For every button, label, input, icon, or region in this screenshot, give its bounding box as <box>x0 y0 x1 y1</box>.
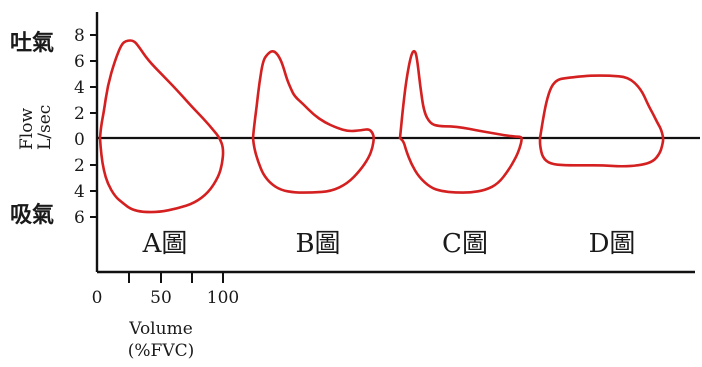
x-tick-label-100: 100 <box>207 288 239 308</box>
flow-volume-loop-c <box>398 49 523 194</box>
flow-volume-loop-b <box>251 50 375 194</box>
inhale-label: 吸氣 <box>10 202 54 228</box>
y-tick-label-8: 8 <box>74 26 85 46</box>
x-tick-label-0: 0 <box>92 288 103 308</box>
y-tick-label-2: 2 <box>74 104 85 124</box>
panel-label-b: B圖 <box>295 229 340 259</box>
exhale-label: 吐氣 <box>10 30 54 56</box>
panel-label-c: C圖 <box>442 229 488 259</box>
x-axis-label-volume: Volume <box>128 319 193 339</box>
panel-label-d: D圖 <box>589 229 636 259</box>
x-axis-label-units: (%FVC) <box>128 341 195 361</box>
flow-volume-loop-d <box>538 74 665 168</box>
panel-label-a: A圖 <box>142 229 188 259</box>
y-tick-label-2-inhale: 2 <box>74 156 85 176</box>
flow-volume-loop-a <box>98 39 225 214</box>
y-tick-label-6: 6 <box>74 52 85 72</box>
y-tick-label-0: 0 <box>74 130 85 150</box>
y-tick-label-4-inhale: 4 <box>74 182 85 202</box>
y-tick-label-4: 4 <box>74 78 85 98</box>
x-tick-label-50: 50 <box>150 288 172 308</box>
y-axis-label-units: L/sec <box>35 105 55 150</box>
y-tick-label-6-inhale: 6 <box>74 208 85 228</box>
y-axis-label-flow: Flow <box>17 108 37 150</box>
